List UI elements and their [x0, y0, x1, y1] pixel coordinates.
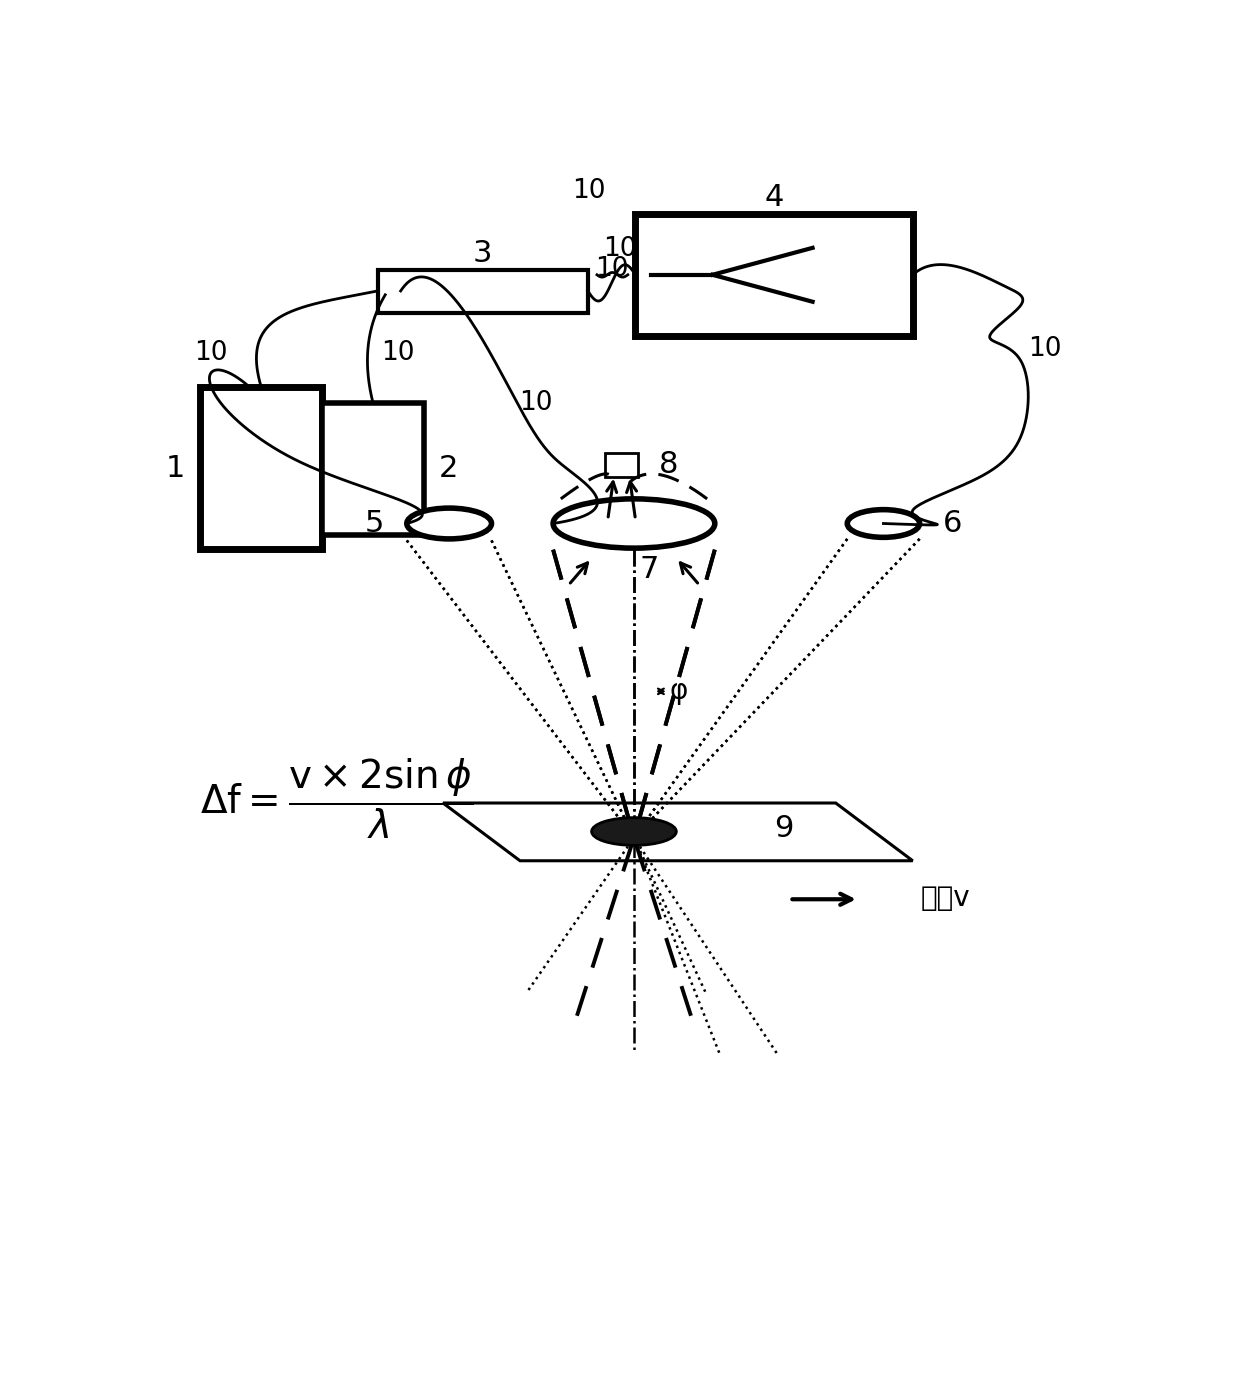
- Text: 10: 10: [1028, 336, 1061, 362]
- Text: 6: 6: [942, 509, 962, 538]
- Text: 10: 10: [603, 236, 636, 261]
- Text: 10: 10: [573, 178, 606, 204]
- Text: 1: 1: [166, 453, 185, 482]
- Bar: [322, 403, 424, 535]
- Ellipse shape: [847, 510, 920, 537]
- Bar: [635, 214, 913, 336]
- Bar: [605, 453, 637, 477]
- Bar: [201, 387, 322, 549]
- Text: 10: 10: [518, 390, 552, 415]
- Text: $\Delta \mathrm{f} = \dfrac{\mathrm{v} \times 2\sin\phi}{\lambda}$: $\Delta \mathrm{f} = \dfrac{\mathrm{v} \…: [201, 758, 474, 842]
- Ellipse shape: [553, 499, 714, 548]
- Text: φ: φ: [670, 678, 688, 706]
- Text: 7: 7: [640, 555, 658, 584]
- Text: 10: 10: [195, 340, 228, 365]
- Text: 速度v: 速度v: [920, 884, 970, 911]
- Text: 5: 5: [365, 509, 383, 538]
- Text: 10: 10: [381, 340, 414, 365]
- Bar: [377, 270, 588, 313]
- Text: 3: 3: [472, 239, 492, 268]
- Text: 4: 4: [764, 183, 784, 211]
- Ellipse shape: [407, 507, 491, 538]
- Text: 10: 10: [595, 256, 629, 282]
- Text: 2: 2: [439, 454, 459, 484]
- Text: 9: 9: [774, 814, 794, 843]
- Ellipse shape: [591, 818, 676, 846]
- Text: 8: 8: [660, 450, 678, 480]
